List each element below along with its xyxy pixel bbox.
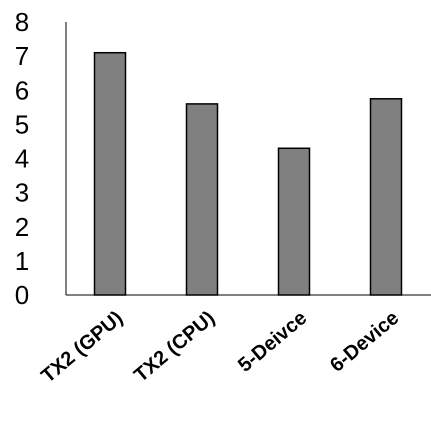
bar (369, 98, 403, 296)
bar (185, 103, 219, 296)
x-tick-label: 6-Device (326, 307, 403, 377)
y-tick-label: 7 (15, 41, 29, 71)
y-tick-label: 3 (15, 178, 29, 208)
x-tick-label: TX2 (GPU) (37, 307, 127, 387)
y-axis-ticks: 0 1 2 3 4 5 6 7 8 (15, 7, 29, 310)
bar (93, 51, 127, 296)
x-tick-label: 5-Deivce (234, 307, 311, 377)
bar (277, 147, 311, 296)
y-tick-label: 8 (15, 7, 29, 37)
y-tick-label: 1 (15, 246, 29, 276)
y-tick-label: 4 (15, 144, 29, 174)
x-axis-labels: TX2 (GPU) TX2 (CPU) 5-Deivce 6-Device (37, 307, 403, 387)
y-tick-label: 5 (15, 109, 29, 139)
bars (93, 51, 403, 296)
y-tick-label: 2 (15, 212, 29, 242)
y-tick-label: 6 (15, 75, 29, 105)
y-tick-label: 0 (15, 280, 29, 310)
x-tick-label: TX2 (CPU) (130, 307, 219, 387)
